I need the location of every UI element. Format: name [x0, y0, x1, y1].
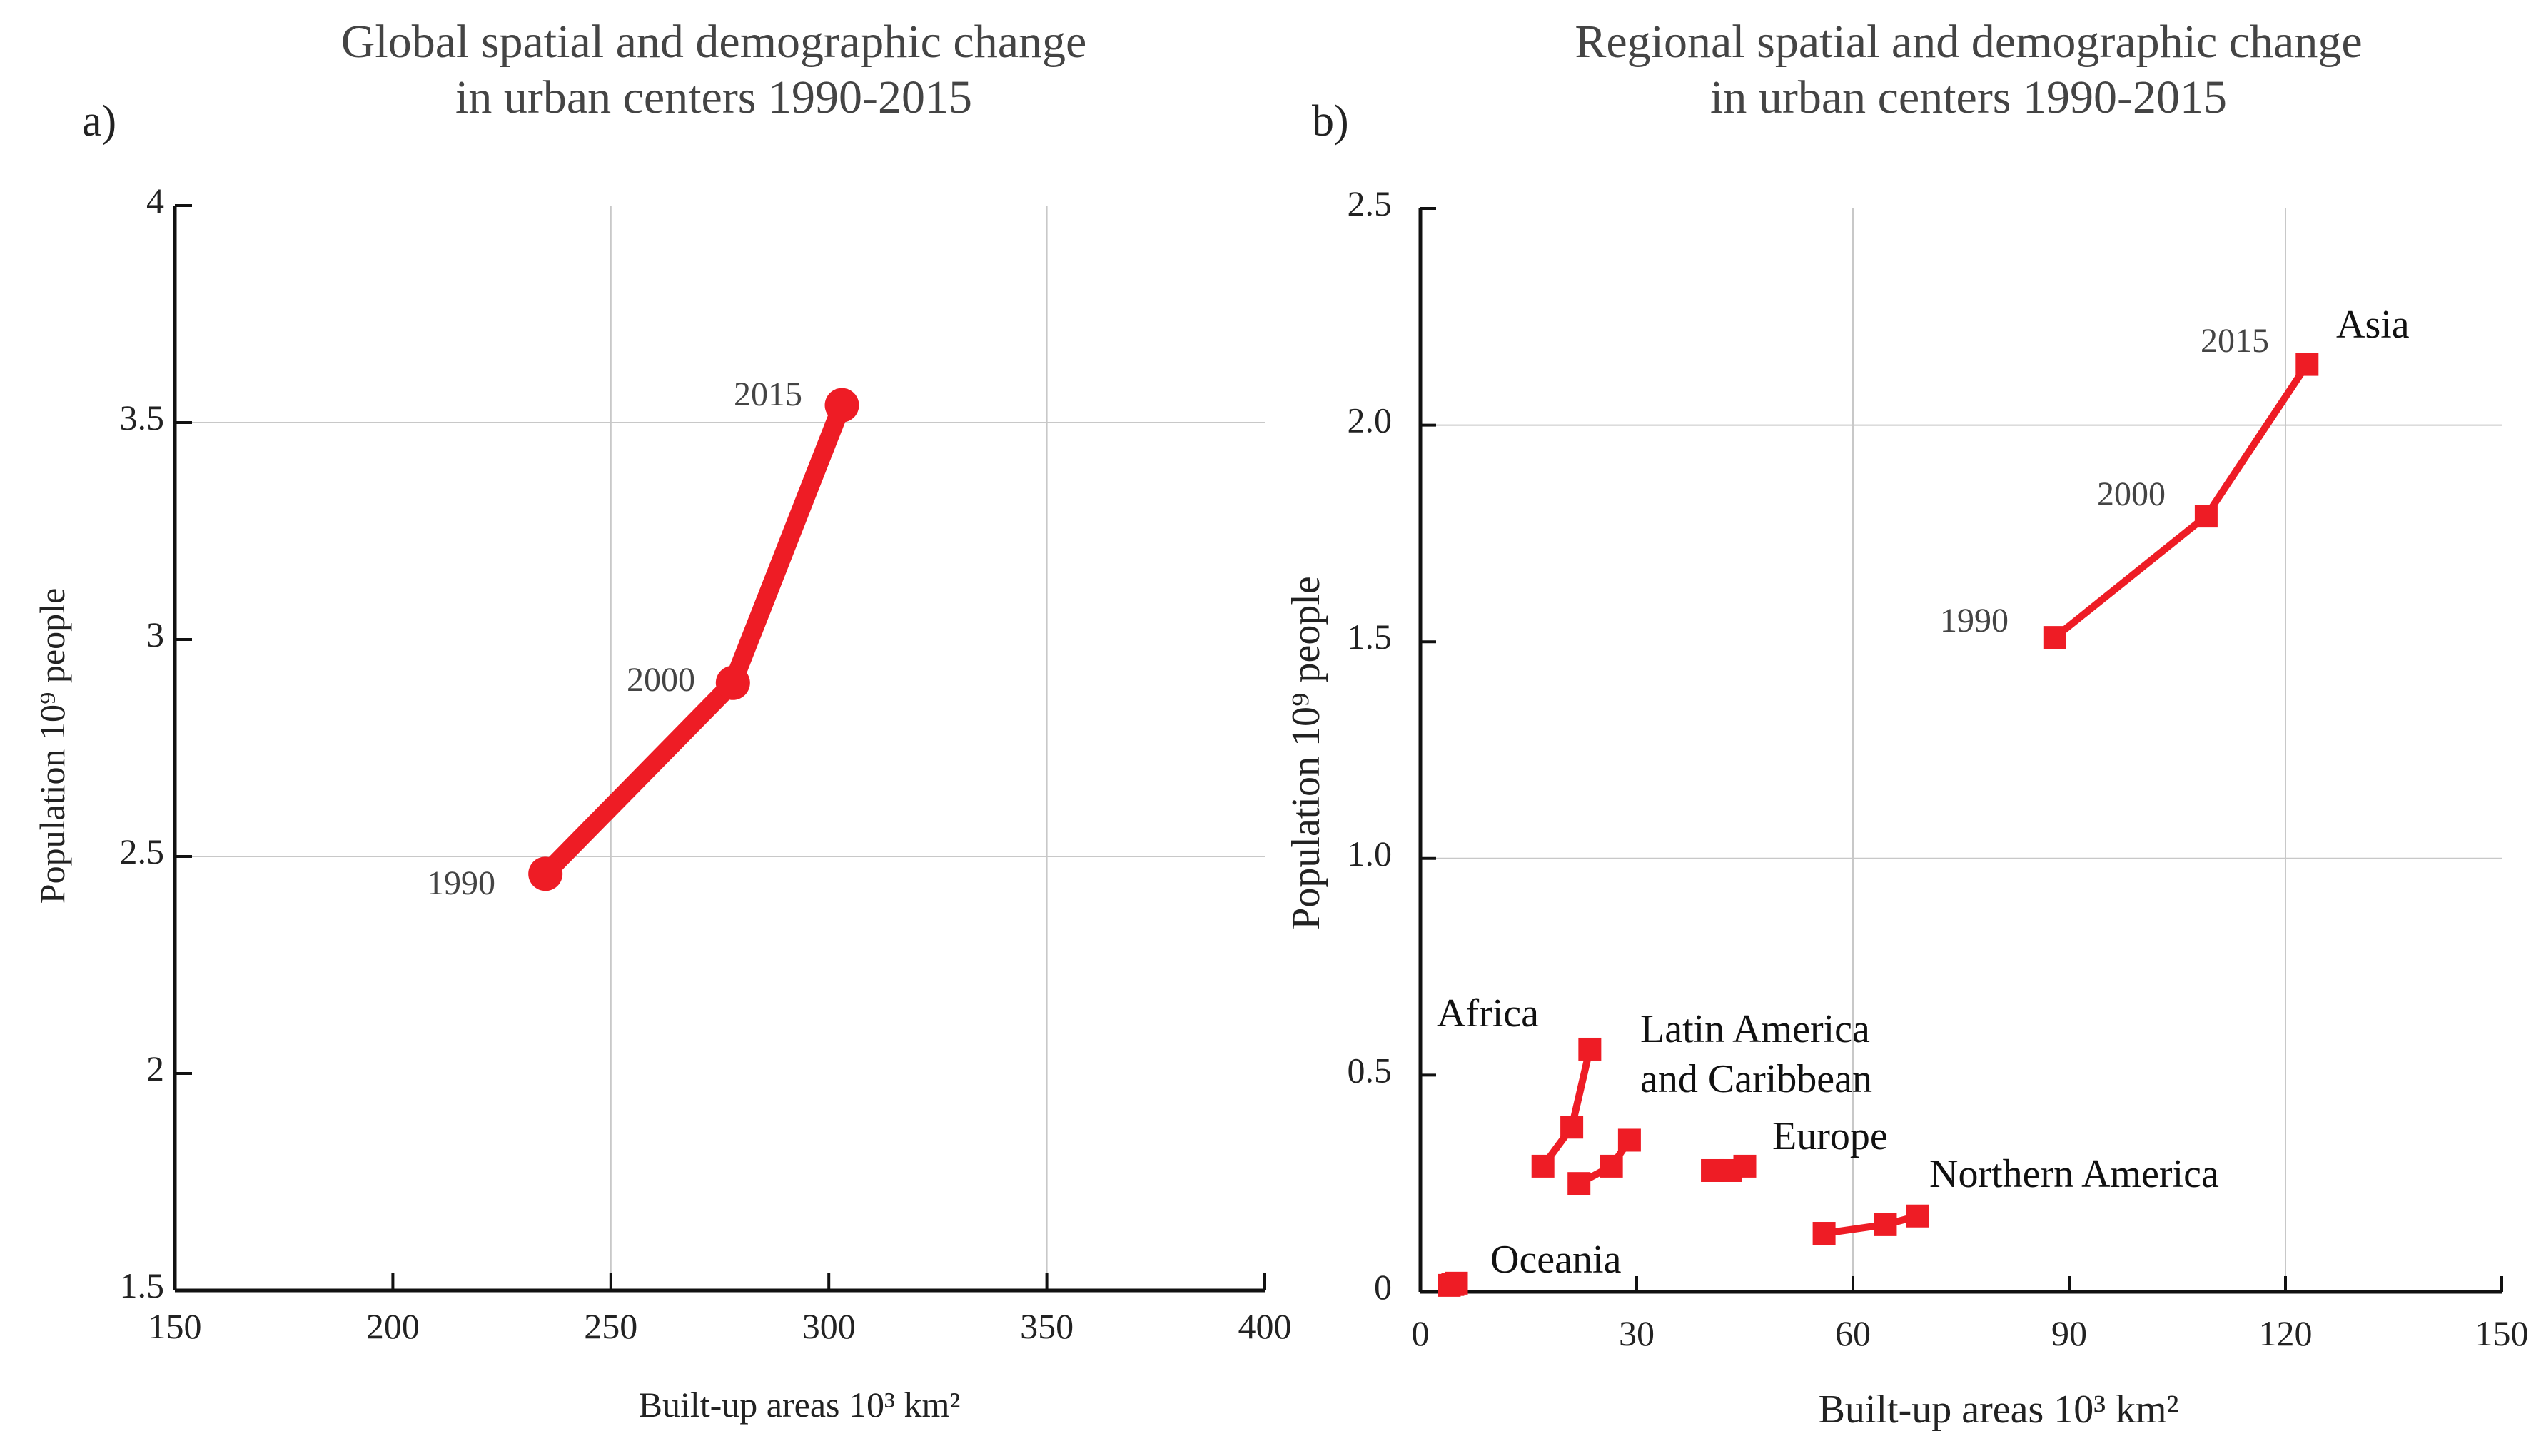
region-label-europe: Europe — [1772, 1114, 1888, 1158]
panel-a-axes — [173, 206, 1265, 1293]
panel-a-x-axis-label: Built-up areas 10³ km² — [639, 1385, 961, 1425]
region-label-northern-america: Northern America — [1929, 1152, 2219, 1196]
data-point-global-1 — [715, 665, 750, 700]
data-point-northern-america-2 — [1906, 1204, 1929, 1228]
panel-a-global-chart: Global spatial and demographic change in… — [32, 16, 1292, 1425]
panel-b-title-line2: in urban centers 1990-2015 — [1710, 71, 2227, 123]
data-point-latin-america-and-caribbean-0 — [1567, 1172, 1591, 1195]
panel-b-x-tick-label: 0 — [1412, 1313, 1430, 1353]
region-label-asia: Asia — [2336, 303, 2410, 347]
panel-a-x-ticks: 150 200 250 300 350 400 — [148, 1273, 1292, 1346]
data-point-africa-1 — [1560, 1116, 1584, 1139]
panel-a-x-tick-label: 400 — [1238, 1306, 1292, 1346]
panel-a-gridlines — [175, 206, 1265, 1290]
data-point-oceania-2 — [1445, 1271, 1468, 1295]
panel-a-year-label-1990: 1990 — [427, 864, 495, 902]
panel-b-x-tick-label: 30 — [1619, 1313, 1655, 1353]
data-point-northern-america-1 — [1874, 1213, 1897, 1236]
panel-a-y-tick-label: 3 — [146, 615, 164, 654]
panel-a-y-tick-label: 3.5 — [120, 398, 165, 438]
data-point-latin-america-and-caribbean-1 — [1600, 1154, 1623, 1178]
panel-b-series-lines — [1438, 353, 2319, 1297]
panel-b-y-tick-label: 1.0 — [1348, 834, 1393, 874]
region-label-africa: Africa — [1437, 991, 1539, 1036]
panel-b-asia-year-labels: 1990 2000 2015 — [1940, 322, 2269, 639]
data-point-asia-0 — [2043, 626, 2066, 649]
panel-a-y-axis-label: Population 10⁹ people — [32, 588, 72, 904]
panel-b-letter: b) — [1312, 97, 1349, 146]
panel-a-year-labels: 1990 2000 2015 — [427, 375, 802, 902]
region-label-oceania: Oceania — [1490, 1238, 1622, 1282]
panel-a-title-line2: in urban centers 1990-2015 — [455, 71, 972, 123]
data-point-europe-2 — [1733, 1154, 1757, 1178]
panel-b-regional-chart: Regional spatial and demographic change … — [1284, 16, 2529, 1432]
data-point-africa-2 — [1578, 1037, 1602, 1061]
panel-b-y-tick-label: 0.5 — [1348, 1050, 1393, 1090]
panel-b-y-ticks: 0 0.5 1.0 1.5 2.0 2.5 — [1348, 183, 1436, 1307]
panel-a-year-label-2015: 2015 — [734, 375, 802, 413]
data-point-northern-america-0 — [1812, 1222, 1836, 1245]
panel-a-title-line1: Global spatial and demographic change — [341, 16, 1087, 68]
panel-a-x-tick-label: 350 — [1020, 1306, 1074, 1346]
panel-a-letter: a) — [82, 97, 116, 146]
panel-b-asia-year-label-2000: 2000 — [2097, 475, 2166, 513]
panel-a-y-ticks: 1.5 2 2.5 3 3.5 4 — [120, 181, 192, 1305]
panel-b-x-tick-label: 120 — [2259, 1313, 2313, 1353]
panel-a-y-tick-label: 4 — [146, 181, 164, 221]
panel-b-gridlines — [1420, 208, 2502, 1292]
panel-b-x-ticks: 0 30 60 90 120 150 — [1412, 1276, 2529, 1353]
data-point-global-0 — [528, 856, 563, 891]
data-point-global-2 — [824, 388, 859, 423]
panel-b-y-tick-label: 2.0 — [1348, 400, 1393, 440]
series-line-asia — [2051, 360, 2311, 642]
panel-b-y-tick-label: 1.5 — [1348, 617, 1393, 657]
series-line-northern-america — [1820, 1212, 1921, 1238]
region-label-latin-america-line2: and Caribbean — [1640, 1057, 1872, 1101]
series-line-global — [536, 395, 852, 884]
panel-a-y-tick-label: 1.5 — [120, 1265, 165, 1305]
panel-b-x-axis-label: Built-up areas 10³ km² — [1819, 1387, 2179, 1432]
panel-b-y-tick-label: 2.5 — [1348, 183, 1393, 223]
panel-a-x-tick-label: 300 — [802, 1306, 856, 1346]
data-point-asia-2 — [2295, 353, 2319, 376]
panel-b-x-tick-label: 60 — [1835, 1313, 1871, 1353]
panel-a-y-tick-label: 2 — [146, 1048, 164, 1088]
data-point-africa-0 — [1531, 1154, 1555, 1178]
panel-a-year-label-2000: 2000 — [627, 661, 695, 699]
panel-b-y-axis-label: Population 10⁹ people — [1284, 576, 1328, 929]
panel-b-title-line1: Regional spatial and demographic change — [1575, 16, 2362, 68]
panel-b-axes — [1418, 208, 2502, 1294]
panel-a-y-tick-label: 2.5 — [120, 831, 165, 871]
panel-a-series-global — [528, 388, 859, 891]
region-label-latin-america-line1: Latin America — [1640, 1007, 1870, 1051]
panel-b-x-tick-label: 90 — [2051, 1313, 2087, 1353]
panel-b-asia-year-label-1990: 1990 — [1940, 602, 2009, 639]
panel-b-y-tick-label: 0 — [1374, 1267, 1392, 1307]
series-line-africa — [1539, 1045, 1594, 1170]
panel-a-x-tick-label: 150 — [148, 1306, 202, 1346]
data-point-latin-america-and-caribbean-2 — [1617, 1128, 1641, 1152]
panel-a-x-tick-label: 200 — [366, 1306, 420, 1346]
panel-a-x-tick-label: 250 — [584, 1306, 637, 1346]
panel-b-x-tick-label: 150 — [2475, 1313, 2529, 1353]
panel-b-asia-year-label-2015: 2015 — [2201, 322, 2269, 360]
data-point-asia-1 — [2194, 505, 2218, 528]
panel-b-region-labels: Asia Africa Latin America and Caribbean … — [1437, 303, 2410, 1282]
